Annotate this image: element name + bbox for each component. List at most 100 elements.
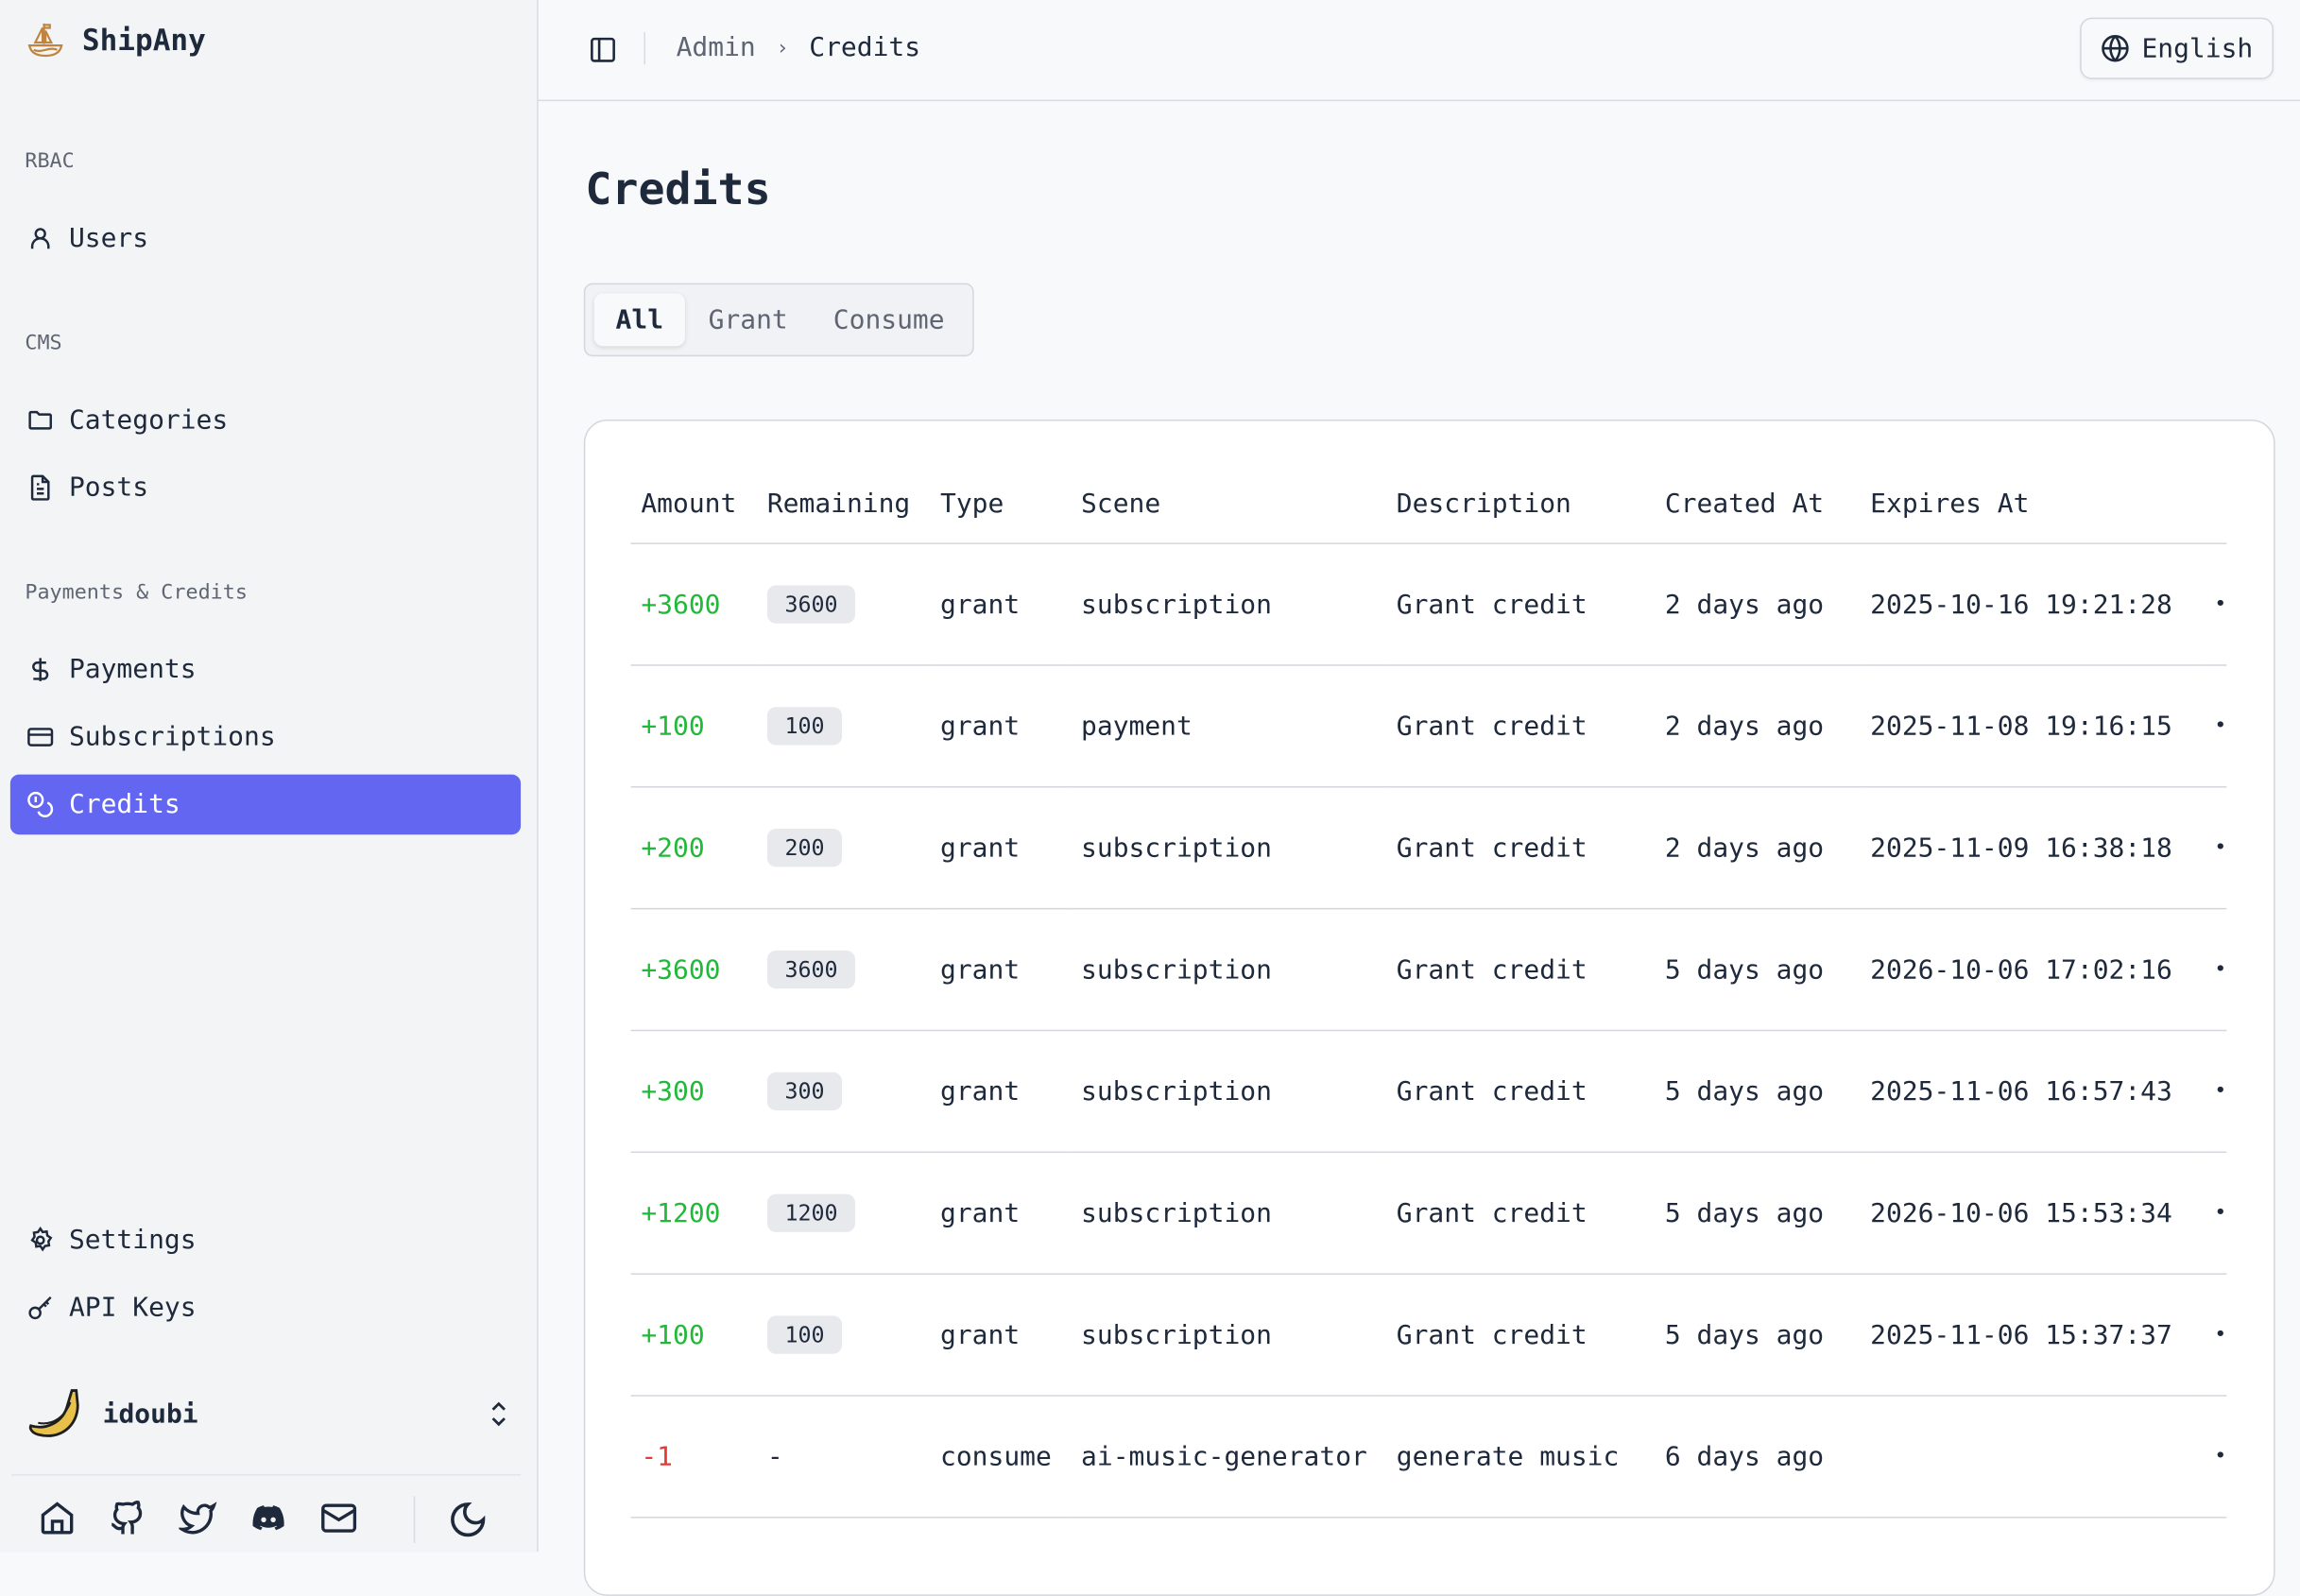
cell-amount: +1200 [630, 1152, 757, 1275]
globe-icon [2102, 34, 2129, 62]
table-row[interactable]: +1200 1200 grant subscription Grant credit 5 … [630, 1152, 2227, 1275]
filter-tabs: All Grant Consume [583, 283, 974, 357]
cell-remaining: 100 [756, 1274, 931, 1397]
sidebar-item-label: Categories [68, 404, 229, 437]
cell-remaining: 300 [756, 1030, 931, 1154]
table-row[interactable]: +300 300 grant subscription Grant credit 5 da… [630, 1030, 2227, 1154]
cell-amount: +300 [630, 1030, 757, 1154]
row-actions-icon[interactable]: • [2200, 664, 2227, 788]
cell-scene: subscription [1071, 543, 1386, 666]
column-header-type: Type [930, 465, 1072, 544]
group-payments-credits: Payments & Credits [25, 580, 248, 605]
cell-expires-at: 2025-11-06 15:37:37 [1860, 1274, 2201, 1397]
tab-consume[interactable]: Consume [832, 304, 945, 335]
row-actions-icon[interactable]: • [2200, 543, 2227, 666]
sidebar-item-payments[interactable]: Payments [10, 640, 521, 700]
table-row[interactable]: +100 100 grant payment Grant credit 2 days ag… [630, 664, 2227, 788]
cell-expires-at: 2025-11-08 19:16:15 [1860, 664, 2201, 788]
cell-type: grant [930, 543, 1072, 666]
sidebar-item-subscriptions[interactable]: Subscriptions [10, 707, 521, 767]
cell-expires-at: 2025-10-16 19:21:28 [1860, 543, 2201, 666]
cell-scene: subscription [1071, 1274, 1386, 1397]
cell-created-at: 5 days ago [1654, 1274, 1861, 1397]
remaining-badge: 300 [766, 1072, 843, 1111]
cell-amount: +3600 [630, 908, 757, 1032]
cell-scene: subscription [1071, 1030, 1386, 1154]
remaining-badge: 3600 [766, 585, 856, 624]
sidebar-item-settings[interactable]: Settings [10, 1210, 521, 1271]
moon-icon[interactable] [447, 1499, 488, 1539]
cell-scene: subscription [1071, 1152, 1386, 1275]
cell-created-at: 2 days ago [1654, 543, 1861, 666]
cell-created-at: 6 days ago [1654, 1396, 1861, 1519]
column-header-actions [2200, 465, 2227, 544]
cell-description: Grant credit [1385, 543, 1655, 666]
brand[interactable]: ShipAny [26, 21, 206, 59]
top-header: Admin › Credits English [538, 0, 2300, 102]
cell-expires-at [1860, 1396, 2201, 1519]
row-actions-icon[interactable]: • [2200, 786, 2227, 910]
row-actions-icon[interactable]: • [2200, 1030, 2227, 1154]
table-row[interactable]: +100 100 grant subscription Grant credit 5 da… [630, 1274, 2227, 1397]
sidebar-item-posts[interactable]: Posts [10, 457, 521, 518]
discord-icon[interactable] [249, 1499, 287, 1536]
breadcrumb-credits: Credits [809, 32, 921, 63]
column-header-expires-at: Expires At [1860, 465, 2201, 544]
cell-type: grant [930, 1030, 1072, 1154]
tab-all[interactable]: All [593, 293, 685, 347]
table-row[interactable]: -1- consume ai-music-generator generate mus… [630, 1396, 2227, 1519]
cell-remaining: 3600 [756, 543, 931, 666]
cell-expires-at: 2026-10-06 17:02:16 [1860, 908, 2201, 1032]
cell-scene: subscription [1071, 908, 1386, 1032]
cell-expires-at: 2025-11-06 16:57:43 [1860, 1030, 2201, 1154]
cell-type: grant [930, 908, 1072, 1032]
divider [644, 32, 646, 65]
tab-grant[interactable]: Grant [708, 304, 788, 335]
sidebar-item-credits[interactable]: Credits [9, 774, 522, 835]
credit-card-icon [27, 728, 54, 747]
sidebar-item-api-keys[interactable]: API Keys [10, 1278, 521, 1338]
cell-remaining: 200 [756, 786, 931, 910]
language-switcher[interactable]: English [2080, 17, 2274, 79]
table-row[interactable]: +3600 3600 grant subscription Grant credit 2 … [630, 543, 2227, 666]
column-header-remaining: Remaining [756, 465, 931, 544]
row-actions-icon[interactable]: • [2200, 908, 2227, 1032]
table-row[interactable]: +3600 3600 grant subscription Grant credit 5 … [630, 908, 2227, 1032]
breadcrumb-admin[interactable]: Admin [676, 32, 756, 63]
chevron-right-icon: › [776, 36, 789, 60]
home-icon[interactable] [38, 1499, 76, 1536]
cell-expires-at: 2025-11-09 16:38:18 [1860, 786, 2201, 910]
sidebar-item-label: Posts [68, 472, 149, 504]
twitter-icon[interactable] [179, 1499, 217, 1536]
dollar-icon [32, 658, 49, 681]
cell-type: grant [930, 664, 1072, 788]
sidebar-toggle-icon[interactable] [588, 35, 617, 64]
sidebar-item-label: Credits [68, 789, 180, 820]
cell-scene: payment [1071, 664, 1386, 788]
banana-avatar [28, 1389, 79, 1437]
sailboat-icon [27, 23, 63, 58]
cell-created-at: 2 days ago [1654, 664, 1861, 788]
table-row[interactable]: +200 200 grant subscription Grant credit 2 da… [630, 786, 2227, 910]
cell-scene: ai-music-generator [1071, 1396, 1386, 1519]
sidebar-item-categories[interactable]: Categories [10, 390, 521, 451]
cell-type: grant [930, 786, 1072, 910]
cell-scene: subscription [1071, 786, 1386, 910]
remaining-badge: - [766, 1441, 783, 1472]
remaining-badge: 100 [766, 1315, 843, 1354]
footer-links [38, 1499, 357, 1536]
cell-type: consume [930, 1396, 1072, 1519]
row-actions-icon[interactable]: • [2200, 1274, 2227, 1397]
group-cms: CMS [25, 331, 62, 355]
mail-icon[interactable] [319, 1499, 357, 1536]
credits-table: Amount Remaining Type Scene Description … [630, 465, 2227, 1519]
user-menu[interactable]: idoubi [26, 1384, 510, 1443]
remaining-badge: 100 [766, 707, 843, 746]
row-actions-icon[interactable]: • [2200, 1152, 2227, 1275]
sidebar-item-users[interactable]: Users [10, 208, 521, 268]
cell-description: Grant credit [1385, 786, 1655, 910]
row-actions-icon[interactable]: • [2200, 1396, 2227, 1519]
github-icon[interactable] [109, 1499, 146, 1536]
sidebar-item-label: Payments [68, 654, 197, 685]
table-header-row: Amount Remaining Type Scene Description … [630, 465, 2227, 544]
